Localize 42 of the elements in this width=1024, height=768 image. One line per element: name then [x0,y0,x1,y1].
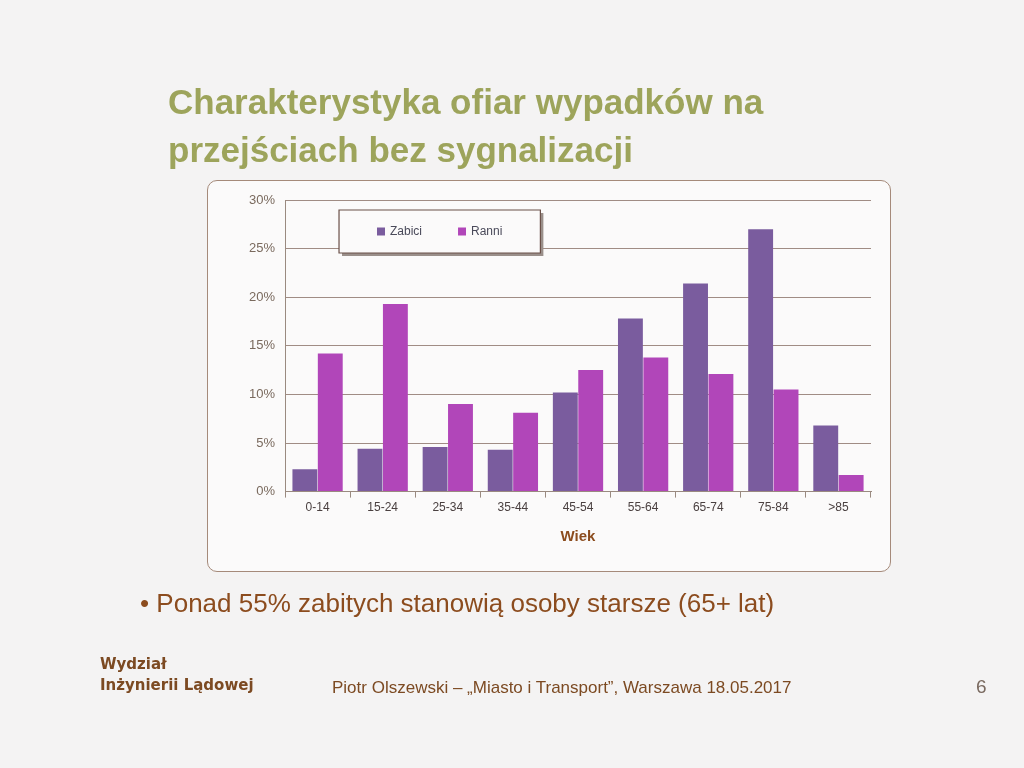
x-tick-label: 65-74 [692,500,724,515]
bar [578,370,604,492]
bar [422,446,448,492]
text: 6 [976,676,987,698]
bar [643,357,669,492]
bar [773,389,799,492]
x-axis-title: Wiek [560,527,597,545]
x-tick-label: 25-34 [432,500,464,515]
bar [357,448,383,492]
y-tick-label: 5% [256,434,276,450]
bar [292,469,318,492]
text: • Ponad 55% zabitych stanowią osoby starsze (65+ lat) [140,588,775,619]
bar [513,412,539,492]
bar [748,229,774,492]
y-tick-label: 20% [248,288,276,304]
y-tick-label: 25% [248,240,276,256]
bar [448,404,473,492]
bar [708,373,734,492]
x-tick-label: 15-24 [367,500,399,515]
text: Piotr Olszewski – „Miasto i Transport”, Warszawa 18.05.2017 [332,678,792,698]
y-tick-label: 0% [256,483,276,499]
y-tick-label: 10% [248,385,276,401]
y-tick-label: 15% [248,337,276,353]
bar [487,449,513,492]
x-tick-label: 75-84 [757,500,789,515]
legend-label: Zabici [390,223,423,238]
bar [683,283,708,492]
text: Wydział Inżynierii Lądowej [100,654,254,696]
bar [317,353,343,492]
bar [552,392,578,492]
bar [382,304,408,492]
x-tick-label: 45-54 [562,500,594,515]
bar [838,475,864,492]
legend-label: Ranni [471,223,503,238]
chart-title: Charakterystyka ofiar wypadków na przejściach bez sygnalizacji [168,81,765,171]
y-tick-label: 30% [248,191,276,207]
bar [617,318,643,492]
x-tick-label: >85 [828,500,849,515]
x-tick-label: 0-14 [305,500,330,515]
bar [813,425,839,492]
x-tick-label: 35-44 [497,500,529,515]
x-tick-label: 55-64 [627,500,659,515]
